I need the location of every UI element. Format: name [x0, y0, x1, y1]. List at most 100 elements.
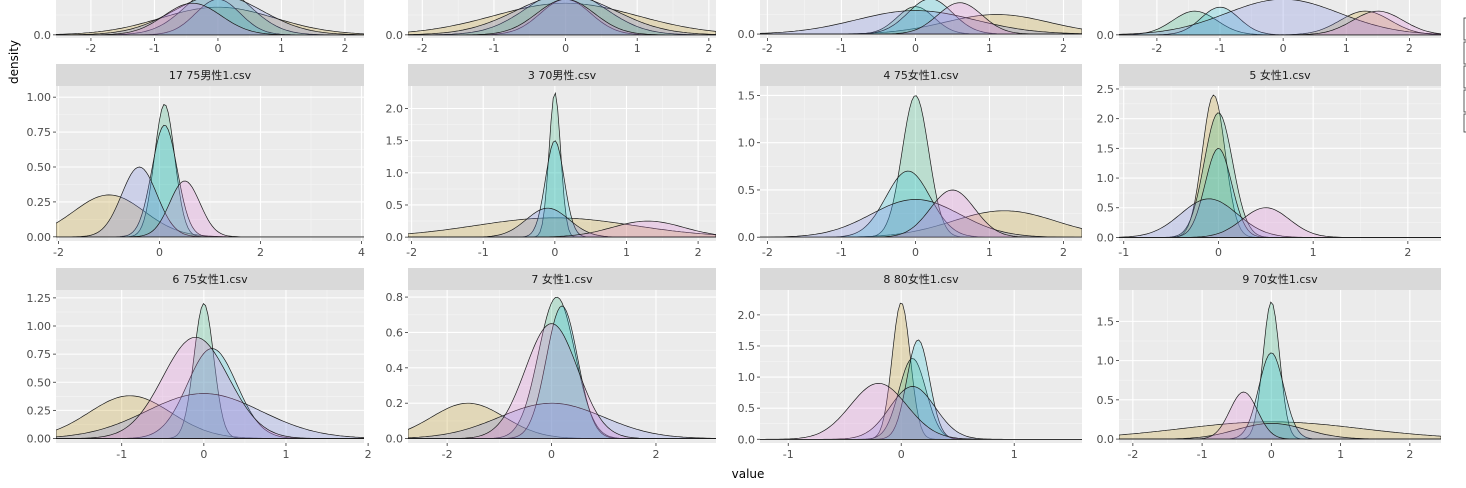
panel-background: [56, 0, 364, 38]
density-curve: [1119, 0, 1441, 36]
x-tick-label: -1: [488, 42, 499, 55]
y-tick-label: 0.0: [738, 433, 756, 446]
x-tick-label: -1: [836, 246, 847, 259]
strip-background: [56, 268, 364, 290]
x-tick-label: 0: [562, 42, 569, 55]
x-tick-label: 1: [282, 448, 289, 461]
x-tick-label: -2: [762, 246, 773, 259]
y-tick-label: 0.0: [386, 433, 404, 446]
strip-background: [1119, 64, 1441, 86]
density-curve: [56, 393, 364, 439]
y-tick-label: 2.0: [1097, 113, 1115, 126]
strip-background: [408, 64, 716, 86]
x-tick-label: 2: [1060, 246, 1067, 259]
y-tick-label: 1.5: [386, 135, 404, 148]
gridlines: [408, 290, 716, 443]
x-tick-label: -2: [442, 448, 453, 461]
facet-panel: -2 -1 0 1 2 0.0: [34, 0, 364, 55]
x-tick-label: -2: [417, 42, 428, 55]
strip-background: [760, 64, 1082, 86]
x-tick-label: 0: [1215, 246, 1222, 259]
y-tick-label: 0.00: [27, 231, 52, 244]
x-tick-label: 2: [341, 42, 348, 55]
x-tick-label: 2: [695, 246, 702, 259]
panel-background: [408, 290, 716, 443]
legend-fragment: [1463, 17, 1466, 133]
facet-panel: -2 -1 0 1 2 0.0: [1097, 0, 1441, 55]
strip-background: [760, 268, 1082, 290]
facet-strip-label: 8 80女性1.csv: [883, 272, 959, 286]
y-tick-label: 1.0: [386, 167, 404, 180]
x-tick-label: 0: [156, 246, 163, 259]
x-tick-label: 2: [705, 42, 712, 55]
facet-panel: 17 75男性1.csv -2 0 2 4 0.00 0.25 0.50 0.75 1.00: [27, 64, 365, 259]
x-tick-label: 0: [1280, 42, 1287, 55]
x-tick-label: 0: [1268, 448, 1275, 461]
y-tick-label: 1.0: [738, 137, 756, 150]
facet-panel: -2 -1 0 1 2 0.0: [386, 0, 716, 55]
y-tick-label: 0.0: [386, 231, 404, 244]
y-tick-label: 0.75: [27, 126, 52, 139]
density-curve: [760, 189, 1082, 238]
x-tick-label: 1: [1337, 448, 1344, 461]
y-tick-label: 0.00: [27, 433, 52, 446]
density-curve: [1119, 421, 1441, 440]
density-curve: [760, 10, 1082, 35]
x-tick-label: -1: [1118, 246, 1129, 259]
density-curve: [760, 382, 1082, 440]
y-tick-label: 0.0: [386, 29, 404, 42]
density-curve: [1119, 10, 1441, 36]
y-tick-label: 0.25: [27, 404, 52, 417]
y-tick-label: 0.0: [34, 29, 52, 42]
strip-background: [408, 268, 716, 290]
y-tick-label: 0.5: [386, 199, 404, 212]
y-tick-label: 1.5: [1097, 142, 1115, 155]
panel-background: [760, 290, 1082, 443]
density-curve: [408, 0, 716, 36]
panel-background: [1119, 290, 1441, 443]
density-curve: [408, 323, 716, 439]
x-tick-label: -1: [783, 448, 794, 461]
x-tick-label: 0: [548, 448, 555, 461]
y-tick-label: 0.2: [386, 397, 404, 410]
y-tick-label: 0.6: [386, 326, 404, 339]
y-tick-label: 1.25: [27, 292, 52, 305]
y-tick-label: 0.25: [27, 196, 52, 209]
facet-strip-label: 6 75女性1.csv: [172, 272, 248, 286]
y-tick-label: 0.75: [27, 348, 52, 361]
density-curve: [408, 402, 716, 439]
density-curve: [408, 220, 716, 238]
panel-background: [56, 290, 364, 443]
density-curve: [408, 0, 716, 36]
x-tick-label: -2: [762, 42, 773, 55]
facet-strip-label: 5 女性1.csv: [1249, 68, 1311, 82]
density-curve: [1119, 391, 1441, 440]
x-tick-label: 1: [1343, 42, 1350, 55]
x-tick-label: 1: [1310, 246, 1317, 259]
y-tick-label: 1.5: [738, 340, 756, 353]
y-axis-title: density: [7, 40, 21, 84]
y-tick-label: 1.0: [738, 371, 756, 384]
x-tick-label: 0: [200, 448, 207, 461]
density-curve: [408, 0, 716, 36]
density-curve: [56, 180, 364, 238]
density-curve: [760, 2, 1082, 35]
x-tick-label: 2: [1060, 42, 1067, 55]
x-tick-label: 2: [1406, 448, 1413, 461]
x-tick-label: 0: [898, 448, 905, 461]
y-tick-label: 1.00: [27, 320, 52, 333]
density-curve: [56, 336, 364, 439]
x-axis-title: value: [732, 467, 765, 481]
panel-background: [408, 0, 716, 38]
x-tick-label: 1: [986, 42, 993, 55]
y-tick-label: 0.0: [1097, 433, 1115, 446]
panel-background: [760, 86, 1082, 241]
strip-background: [1119, 268, 1441, 290]
y-tick-label: 0.0: [1097, 231, 1115, 244]
x-tick-label: -1: [116, 448, 127, 461]
x-tick-label: -2: [85, 42, 96, 55]
x-tick-label: 0: [912, 42, 919, 55]
density-curve: [56, 0, 364, 36]
x-tick-label: 2: [1404, 246, 1411, 259]
density-curve: [56, 6, 364, 36]
